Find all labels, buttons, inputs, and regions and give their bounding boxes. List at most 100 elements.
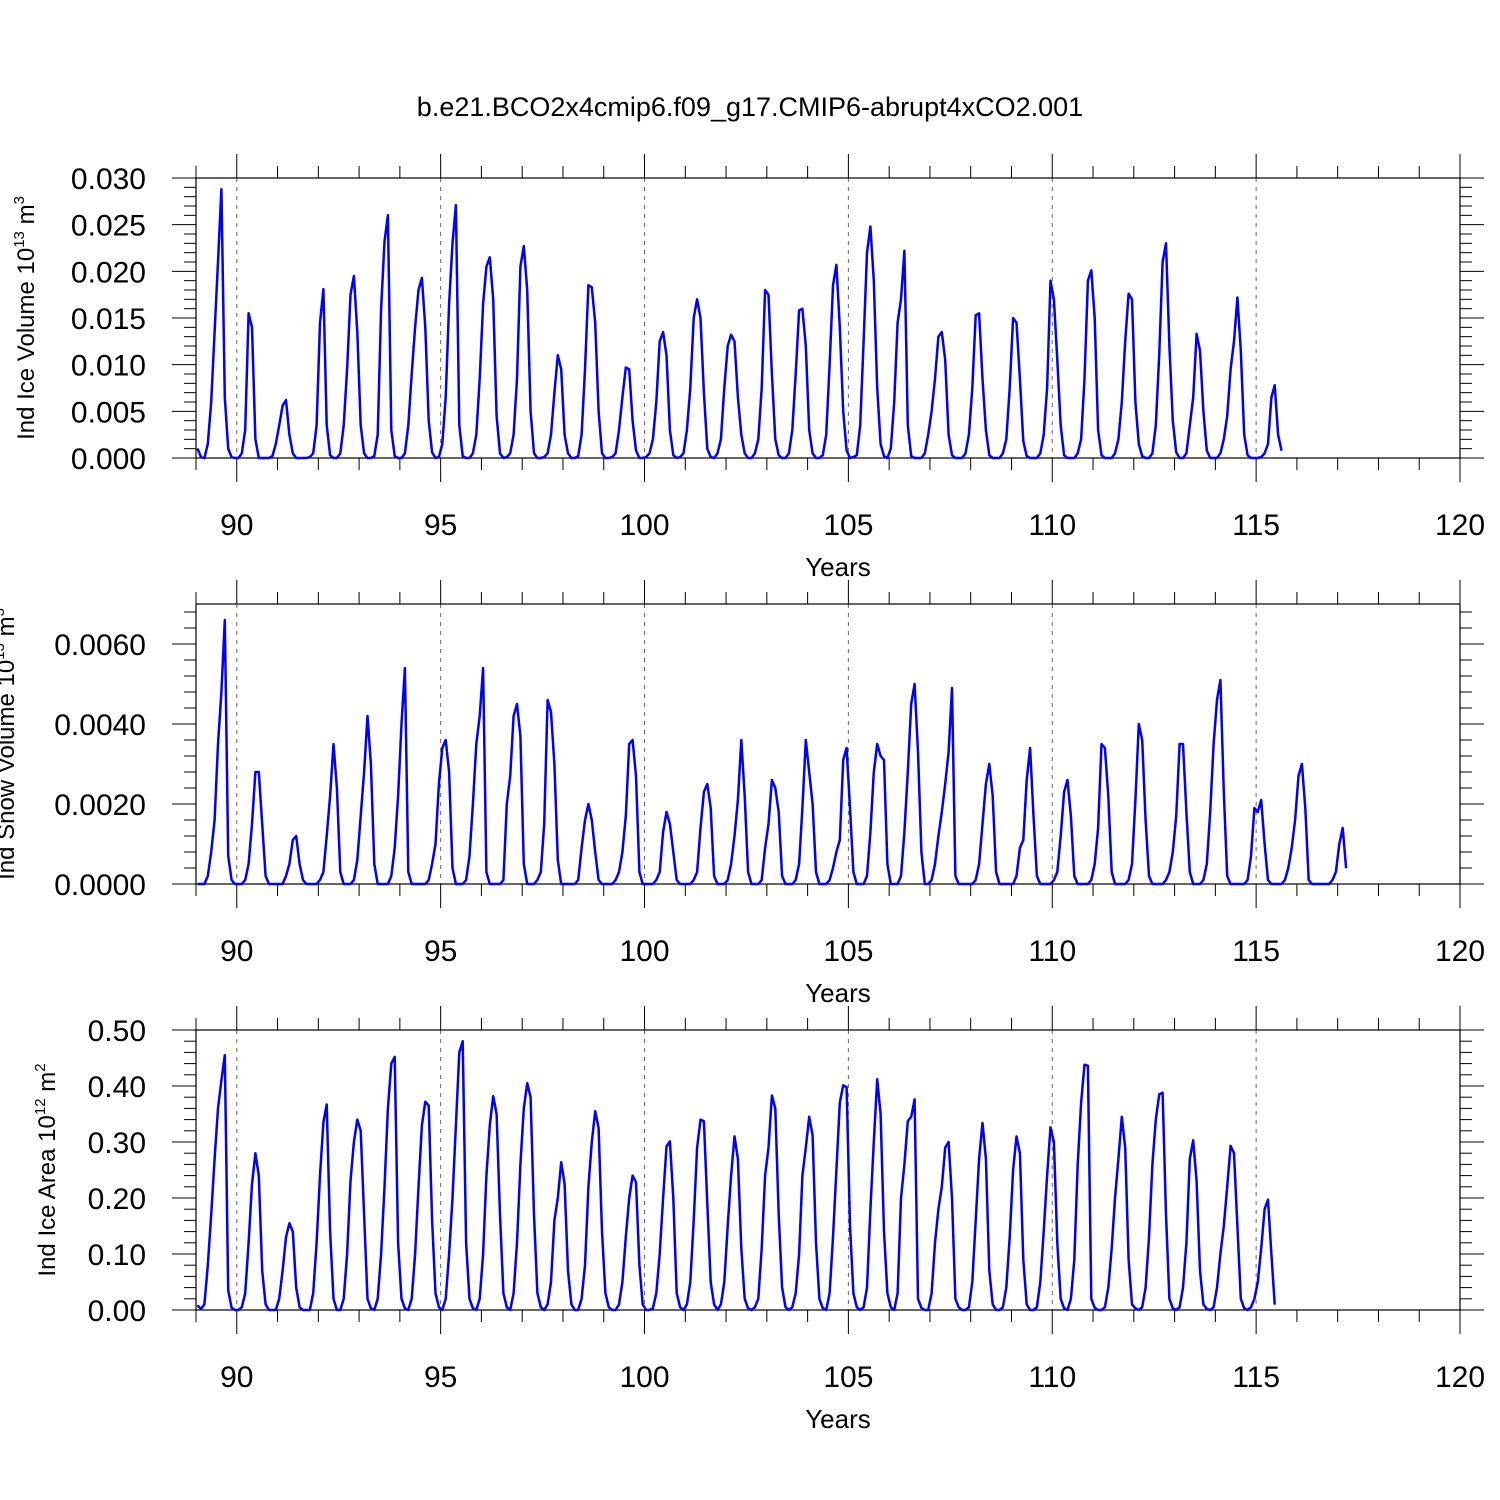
data-point (1104, 747, 1106, 749)
data-point (998, 457, 1001, 459)
data-point (948, 751, 950, 753)
data-point (829, 364, 831, 366)
data-point (278, 883, 280, 885)
data-point (1182, 457, 1184, 459)
data-point (465, 457, 467, 459)
data-point (482, 667, 484, 669)
data-point (1138, 723, 1140, 725)
data-point (1073, 875, 1075, 877)
data-point (1046, 883, 1048, 885)
data-point (431, 863, 433, 865)
data-point (275, 883, 277, 885)
data-point (1257, 457, 1259, 459)
data-point (1335, 871, 1337, 873)
data-point (1043, 1231, 1045, 1233)
data-point (754, 883, 756, 885)
data-point (326, 1103, 328, 1106)
data-point (248, 1242, 250, 1244)
y-tick-label: 0.30 (88, 1127, 146, 1160)
data-point (417, 289, 420, 291)
data-point (200, 456, 202, 458)
data-point (995, 871, 997, 873)
data-point (1165, 879, 1167, 881)
data-point (441, 443, 443, 445)
data-point (808, 771, 810, 773)
data-point (1077, 1163, 1079, 1165)
data-point (1270, 883, 1272, 885)
data-point (455, 1124, 457, 1126)
data-point (1087, 883, 1089, 885)
data-point (445, 739, 447, 741)
data-point (451, 1197, 454, 1199)
data-point (292, 452, 294, 454)
data-point (421, 277, 423, 279)
data-point (275, 1309, 277, 1311)
data-point (954, 457, 957, 459)
data-point (1151, 1163, 1153, 1165)
data-point (869, 831, 872, 833)
data-point (998, 1309, 1001, 1311)
data-point (224, 619, 226, 621)
data-point (750, 883, 753, 885)
x-axis-label: Years (805, 1404, 871, 1434)
data-point (1284, 879, 1286, 881)
data-point (676, 457, 678, 459)
data-point (598, 879, 600, 881)
data-point (203, 883, 205, 885)
data-point (564, 434, 566, 436)
data-point (434, 843, 437, 845)
data-point (1097, 827, 1099, 829)
data-point (1165, 242, 1167, 244)
data-point (710, 807, 712, 809)
data-point (475, 434, 477, 436)
data-point (1253, 1298, 1255, 1300)
data-point (1253, 807, 1255, 809)
data-point (1005, 438, 1007, 440)
data-point (370, 457, 372, 459)
data-point (404, 452, 406, 454)
data-point (336, 457, 338, 459)
data-point (217, 743, 219, 745)
data-point (285, 399, 287, 401)
data-point (771, 779, 773, 781)
data-point (1240, 350, 1242, 352)
data-point (475, 743, 477, 745)
data-point (302, 457, 304, 459)
data-point (465, 879, 467, 881)
data-point (547, 1303, 549, 1305)
data-point (846, 747, 848, 749)
data-point (404, 667, 406, 669)
data-point (356, 859, 358, 861)
x-tick-label: 110 (1028, 935, 1076, 968)
data-point (812, 1134, 814, 1136)
data-point (1165, 1214, 1167, 1216)
data-point (458, 883, 460, 885)
data-point (944, 359, 946, 361)
data-point (975, 314, 977, 316)
data-point (1022, 839, 1024, 841)
data-point (608, 883, 610, 885)
data-point (261, 457, 263, 459)
data-point (574, 457, 576, 459)
data-point (271, 1309, 273, 1311)
data-point (849, 1225, 851, 1227)
data-point (635, 775, 637, 777)
data-point (1209, 457, 1211, 459)
data-point (696, 1147, 698, 1149)
data-point (343, 883, 345, 885)
data-point (584, 1264, 586, 1266)
series-line-1 (196, 1039, 1276, 1312)
data-point (1162, 1092, 1164, 1094)
data-point (859, 883, 861, 885)
x-tick-label: 110 (1028, 1361, 1076, 1394)
data-point (292, 1231, 294, 1233)
data-point (750, 457, 753, 459)
data-point (699, 317, 702, 319)
data-point (231, 879, 233, 881)
data-point (1049, 883, 1052, 885)
data-point (591, 286, 593, 288)
data-point (716, 883, 719, 885)
data-point (587, 803, 590, 805)
panels-group: 90 95 100 105 110 115 120 0.000 0.005 0.010 0.015 0… (0, 154, 1485, 1434)
data-point (727, 1225, 729, 1227)
